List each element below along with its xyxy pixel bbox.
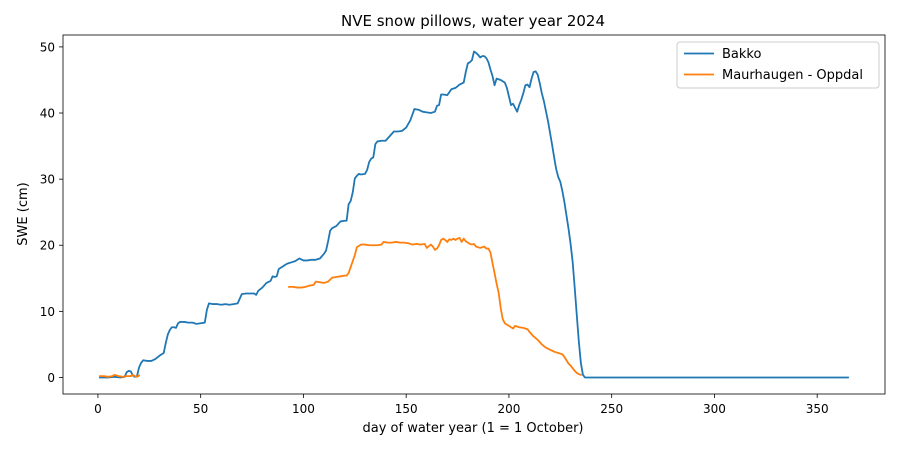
x-tick-label: 100 xyxy=(292,402,315,416)
x-tick-label: 300 xyxy=(703,402,726,416)
x-tick-label: 200 xyxy=(497,402,520,416)
y-tick-label: 0 xyxy=(47,371,55,385)
x-tick-label: 350 xyxy=(806,402,829,416)
y-tick-label: 30 xyxy=(40,173,55,187)
series-line-bakko xyxy=(99,50,849,379)
y-tick-label: 50 xyxy=(40,40,55,54)
x-tick-label: 250 xyxy=(600,402,623,416)
y-tick-label: 40 xyxy=(40,107,55,121)
series-layer xyxy=(99,50,849,379)
x-tick-label: 0 xyxy=(94,402,102,416)
y-tick-label: 20 xyxy=(40,239,55,253)
x-axis-ticks: 0 50 100 150 200 250 300 350 xyxy=(94,394,829,416)
legend-label-bakko: Bakko xyxy=(722,47,761,62)
x-tick-label: 150 xyxy=(395,402,418,416)
legend-label-maurhaugen-oppdal: Maurhaugen - Oppdal xyxy=(722,68,863,83)
plot-frame xyxy=(62,34,886,395)
x-tick-label: 50 xyxy=(193,402,208,416)
y-axis-label: SWE (cm) xyxy=(16,182,31,245)
series-line-maurhaugen-oppdal xyxy=(288,237,582,376)
x-axis-label: day of water year (1 = 1 October) xyxy=(362,421,583,436)
y-axis-ticks: 0 10 20 30 40 50 xyxy=(40,40,63,385)
y-tick-label: 10 xyxy=(40,305,55,319)
chart-title: NVE snow pillows, water year 2024 xyxy=(341,12,605,30)
series-line-maurhaugen-oppdal xyxy=(99,373,141,378)
legend: Bakko Maurhaugen - Oppdal xyxy=(676,41,880,89)
legend-frame xyxy=(676,41,880,89)
